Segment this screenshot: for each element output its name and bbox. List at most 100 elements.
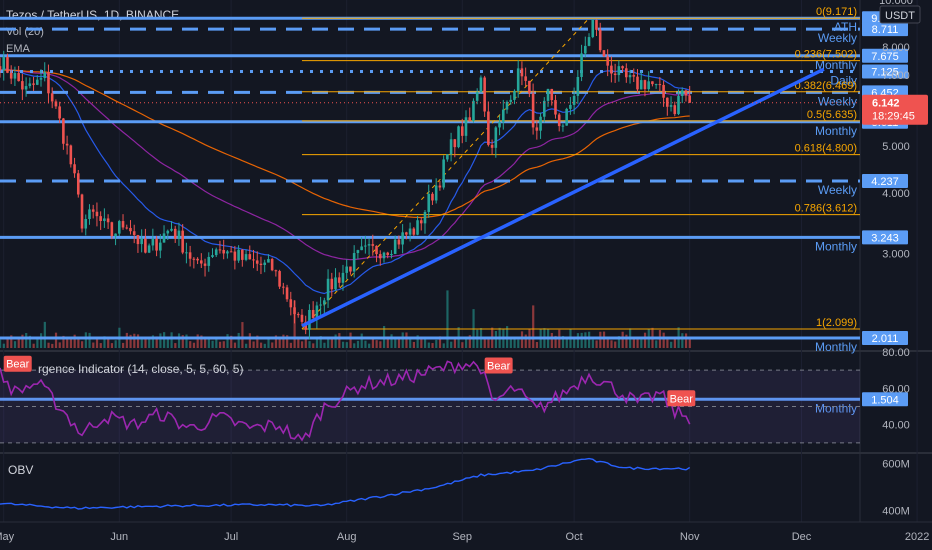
volume-bar — [81, 341, 84, 348]
fib-diagonal-line — [301, 17, 590, 330]
volume-bar — [282, 334, 285, 348]
candle-body — [196, 258, 199, 261]
time-tick-label: Jul — [224, 531, 238, 543]
oscillator-tick-label: 80.00 — [882, 347, 910, 359]
volume-bar — [92, 342, 95, 348]
candle-body — [330, 278, 334, 290]
volume-bar — [300, 341, 304, 348]
candle-body — [378, 254, 382, 259]
candle-body — [144, 238, 147, 253]
candle-body — [364, 245, 367, 247]
volume-bar — [483, 337, 486, 348]
fib-level-label: 0(9.171) — [816, 6, 857, 18]
time-tick-label: Jun — [110, 531, 128, 543]
volume-bar — [218, 341, 222, 348]
candle-body — [639, 80, 643, 90]
volume-bar — [107, 338, 110, 348]
volume-bar — [524, 334, 527, 348]
candle-body — [308, 309, 311, 330]
candle-body — [173, 228, 177, 239]
volume-bar — [151, 335, 155, 348]
candle-body — [21, 81, 24, 90]
currency-label: USDT — [885, 10, 915, 22]
volume-bar — [341, 341, 345, 348]
candle-body — [28, 83, 32, 87]
candle-body — [580, 53, 583, 77]
candle-body — [293, 307, 296, 315]
volume-bar — [371, 337, 374, 348]
oscillator-title: rgence Indicator (14, close, 5, 5, 60, 5… — [38, 362, 243, 376]
candle-body — [490, 144, 494, 148]
candle-body — [282, 286, 285, 288]
volume-bar — [248, 333, 251, 348]
candle-body — [531, 93, 535, 128]
volume-bar — [17, 338, 20, 348]
candle-body — [274, 270, 278, 272]
price-tick-label: 4.000 — [882, 188, 910, 200]
candle-body — [412, 228, 416, 235]
volume-bar — [595, 340, 598, 348]
volume-bar — [386, 336, 389, 348]
volume-bar — [226, 334, 229, 348]
candle-body — [598, 29, 602, 51]
volume-bar — [394, 337, 397, 348]
volume-bar — [43, 321, 46, 348]
volume-bar — [163, 332, 166, 348]
volume-bar — [405, 332, 408, 348]
currency-tag — [879, 5, 921, 24]
volume-bar — [196, 334, 199, 348]
volume-bar — [271, 342, 274, 348]
volume-bar — [155, 336, 158, 348]
volume-bar — [487, 337, 490, 348]
volume-bar — [688, 339, 691, 348]
volume-bar — [274, 335, 278, 348]
volume-bar — [166, 338, 169, 348]
countdown-text: 18:29:45 — [872, 111, 915, 123]
volume-bar — [550, 332, 553, 348]
candle-body — [166, 230, 170, 234]
volume-bar — [684, 333, 688, 348]
volume-bar — [345, 342, 348, 348]
volume-bar — [259, 342, 263, 348]
obv-tick-label: 600M — [882, 458, 910, 470]
volume-bar — [468, 335, 471, 348]
level-price-text: 1.504 — [871, 394, 899, 406]
candle-body — [155, 238, 158, 251]
candle-body — [185, 252, 188, 254]
price-tick-label: 3.000 — [882, 249, 910, 261]
volume-bar — [293, 300, 296, 348]
volume-bar — [51, 343, 54, 348]
candle-body — [513, 90, 516, 100]
candle-body — [117, 221, 121, 234]
candle-body — [565, 108, 568, 126]
candle-body — [255, 260, 259, 264]
volume-bar — [28, 335, 32, 348]
candle-body — [677, 95, 680, 115]
fib-level-label: 0.618(4.800) — [795, 143, 857, 155]
candle-body — [76, 173, 80, 195]
candle-body — [632, 75, 636, 77]
volume-bar — [513, 336, 516, 348]
candle-body — [6, 56, 9, 73]
level-label: ATH — [834, 20, 857, 34]
candle-body — [84, 219, 88, 229]
volume-bar — [640, 339, 643, 348]
volume-bar — [122, 342, 125, 348]
volume-bar — [148, 338, 151, 348]
volume-bar — [0, 339, 2, 348]
candle-body — [289, 299, 293, 308]
candle-body — [326, 278, 330, 301]
volume-bar — [390, 334, 393, 348]
level-price-badge — [862, 331, 908, 346]
volume-bar — [6, 337, 9, 348]
candle-body — [393, 239, 397, 254]
candle-body — [114, 233, 117, 237]
candle-body — [408, 228, 412, 235]
volume-bar — [375, 340, 378, 348]
fib-level-label: 1(2.099) — [816, 317, 857, 329]
candle-body — [453, 139, 457, 148]
fib-level-label: 0.236(7.502) — [795, 49, 857, 61]
candle-body — [270, 259, 274, 271]
volume-bar — [319, 336, 322, 348]
